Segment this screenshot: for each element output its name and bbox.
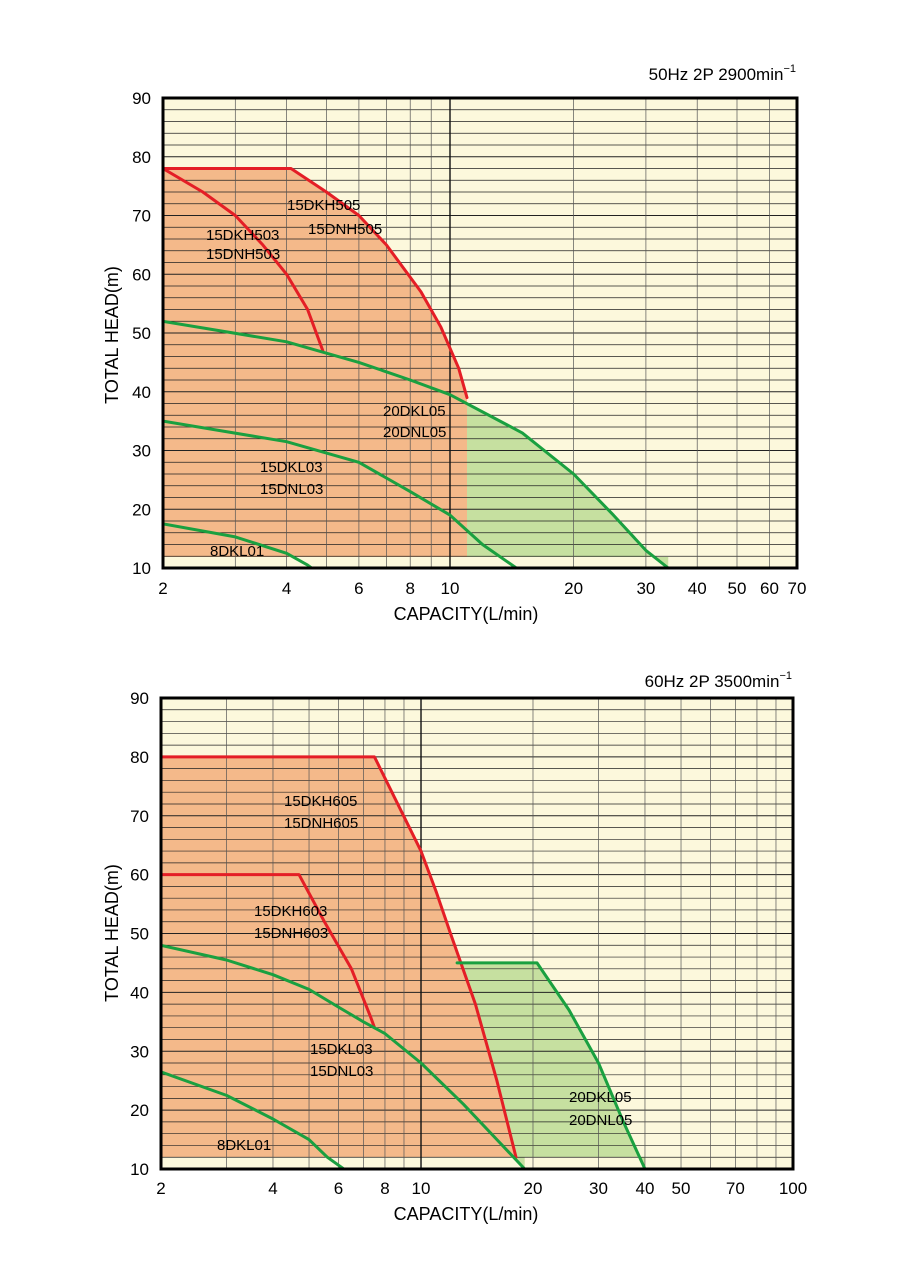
x-tick-label: 40 <box>688 579 707 598</box>
grid <box>163 98 797 568</box>
curve-label: 15DKL03 <box>260 459 323 476</box>
curve-label: 15DNH603 <box>254 925 328 942</box>
curve-label: 20DKL05 <box>569 1089 632 1106</box>
curve-label: 15DKH505 <box>287 197 360 214</box>
curve-label: 8DKL01 <box>217 1137 271 1154</box>
y-tick-label: 70 <box>130 807 149 826</box>
x-tick-label: 20 <box>564 579 583 598</box>
x-tick-label: 20 <box>524 1179 543 1198</box>
curve-label: 20DNL05 <box>569 1112 632 1129</box>
x-tick-label: 4 <box>268 1179 277 1198</box>
series-line <box>163 167 325 353</box>
y-tick-label: 10 <box>132 559 151 578</box>
curve-label: 15DNH503 <box>206 246 280 263</box>
x-tick-label: 70 <box>726 1179 745 1198</box>
curve-label: 15DNH505 <box>308 221 382 238</box>
x-tick-label: 8 <box>380 1179 389 1198</box>
y-tick-label: 90 <box>132 89 151 108</box>
x-tick-label: 2 <box>156 1179 165 1198</box>
x-tick-label: 70 <box>788 579 807 598</box>
x-tick-label: 4 <box>282 579 291 598</box>
series-line <box>163 319 670 568</box>
chart-60hz: 15DKH605 15DNH605 15DKH603 15DNH603 20DKL05 2… <box>102 670 807 1224</box>
series-lines <box>161 755 647 1169</box>
y-tick-label: 90 <box>130 689 149 708</box>
series-line <box>455 961 647 1169</box>
curve-label: 8DKL01 <box>210 543 264 560</box>
x-axis-label: CAPACITY(L/min) <box>394 604 539 624</box>
x-axis-label: CAPACITY(L/min) <box>394 1204 539 1224</box>
y-tick-label: 60 <box>130 866 149 885</box>
plot-frame <box>159 696 795 1171</box>
x-tick-label: 30 <box>589 1179 608 1198</box>
y-tick-label: 50 <box>132 324 151 343</box>
y-tick-label: 40 <box>130 983 149 1002</box>
y-tick-label: 50 <box>130 925 149 944</box>
x-tick-label: 50 <box>672 1179 691 1198</box>
curve-label: 15DNL03 <box>260 481 323 498</box>
curve-label: 20DNL05 <box>383 424 446 441</box>
y-axis-label: TOTAL HEAD(m) <box>102 266 122 404</box>
y-tick-label: 30 <box>132 442 151 461</box>
curve-label: 15DKH605 <box>284 793 357 810</box>
series-lines <box>163 167 670 568</box>
x-tick-label: 6 <box>354 579 363 598</box>
plot-frame <box>161 96 799 570</box>
condition-label: 60Hz 2P 3500min−1 <box>645 670 792 691</box>
x-tick-label: 60 <box>760 579 779 598</box>
y-tick-label: 30 <box>130 1042 149 1061</box>
curve-label: 15DKH503 <box>206 227 279 244</box>
grid <box>161 698 793 1169</box>
x-tick-label: 50 <box>728 579 747 598</box>
x-tick-label: 10 <box>412 1179 431 1198</box>
area-fill <box>163 168 467 557</box>
curve-label: 15DKL03 <box>310 1041 373 1058</box>
y-tick-label: 60 <box>132 265 151 284</box>
curve-label: 15DNH605 <box>284 815 358 832</box>
curve-label: 20DKL05 <box>383 403 446 420</box>
x-tick-label: 100 <box>779 1179 807 1198</box>
area-fills <box>163 168 669 568</box>
x-tick-label: 10 <box>441 579 460 598</box>
series-line <box>161 1070 346 1169</box>
series-line <box>161 873 376 1030</box>
curve-label: 15DKH603 <box>254 903 327 920</box>
x-tick-label: 30 <box>636 579 655 598</box>
y-tick-label: 20 <box>130 1101 149 1120</box>
y-tick-label: 40 <box>132 383 151 402</box>
condition-label: 50Hz 2P 2900min−1 <box>649 63 796 84</box>
y-tick-label: 20 <box>132 500 151 519</box>
series-line <box>163 167 469 400</box>
y-tick-label: 10 <box>130 1160 149 1179</box>
y-tick-label: 80 <box>132 148 151 167</box>
y-tick-label: 70 <box>132 207 151 226</box>
series-line <box>163 419 518 568</box>
chart-50hz: 15DKH505 15DNH505 15DKH503 15DNH503 20DKL05 2… <box>102 63 806 624</box>
x-tick-label: 2 <box>158 579 167 598</box>
series-line <box>161 943 527 1169</box>
curve-label: 15DNL03 <box>310 1063 373 1080</box>
x-tick-label: 8 <box>405 579 414 598</box>
y-tick-label: 80 <box>130 748 149 767</box>
y-axis-label: TOTAL HEAD(m) <box>102 864 122 1002</box>
x-tick-label: 6 <box>334 1179 343 1198</box>
series-line <box>163 522 313 568</box>
series-line <box>161 755 518 1159</box>
x-tick-label: 40 <box>636 1179 655 1198</box>
